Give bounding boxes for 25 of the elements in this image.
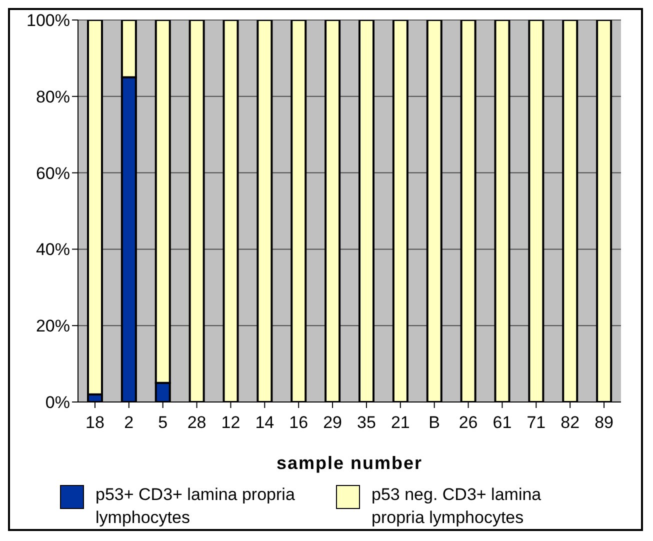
x-tick-label: 89 xyxy=(594,413,614,432)
x-tick-label: 29 xyxy=(323,413,342,432)
legend-label: p53+ CD3+ lamina propria lymphocytes xyxy=(96,484,296,529)
x-tick-label: 12 xyxy=(221,413,240,432)
x-tick-label: 14 xyxy=(255,413,274,432)
x-tick-label: 18 xyxy=(86,413,104,432)
y-tick-label: 60% xyxy=(36,164,70,183)
x-tick-label: 26 xyxy=(458,413,478,432)
x-tick-label: 21 xyxy=(390,413,410,432)
y-tick-label: 0% xyxy=(45,393,70,412)
y-tick-label: 20% xyxy=(36,316,70,336)
y-tick-label: 80% xyxy=(36,87,70,106)
x-tick-label: B xyxy=(428,413,440,432)
x-tick-label: 82 xyxy=(560,413,580,432)
legend-label: p53 neg. CD3+ lamina propria lymphocytes xyxy=(372,484,542,529)
x-tick-label: 5 xyxy=(158,413,168,432)
y-tick-label: 40% xyxy=(36,240,70,260)
x-tick-label: 16 xyxy=(289,413,308,432)
x-tick-label: 28 xyxy=(187,413,206,432)
x-axis-title: sample number xyxy=(276,453,423,473)
x-tick-label: 61 xyxy=(492,413,512,432)
y-tick-label: 100% xyxy=(26,11,70,30)
x-tick-label: 35 xyxy=(357,413,376,432)
x-tick-label: 2 xyxy=(124,413,134,432)
x-tick-label: 71 xyxy=(526,413,546,432)
